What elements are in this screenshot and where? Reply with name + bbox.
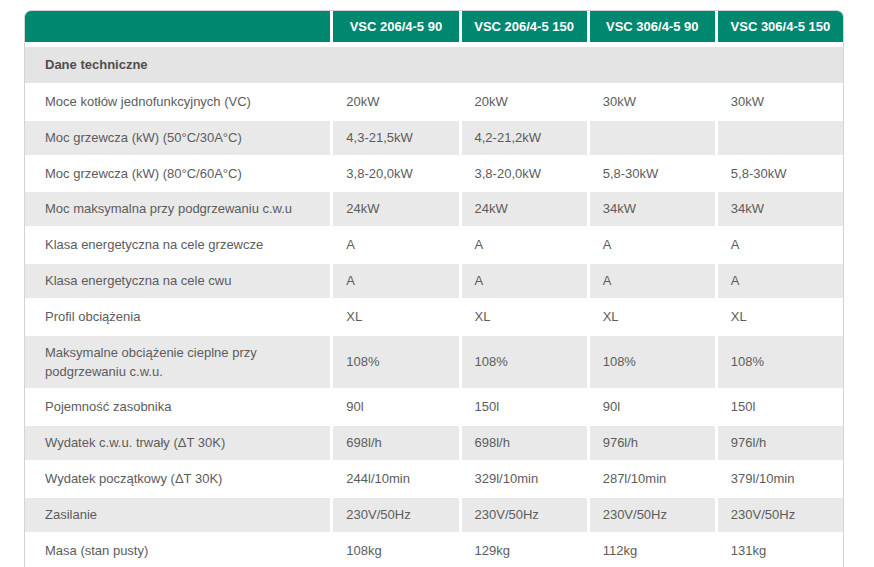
row-value: 34kW	[587, 190, 715, 226]
table-row: Klasa energetyczna na cele grzewczeAAAA	[25, 226, 843, 262]
row-value: XL	[587, 298, 715, 334]
row-label: Klasa energetyczna na cele grzewcze	[25, 226, 330, 262]
row-label: Masa (stan pusty)	[25, 532, 330, 567]
row-value: 244l/10min	[330, 460, 458, 496]
table-body: Dane techniczne Moce kotłów jednofunkcyj…	[25, 45, 843, 567]
table-row: Moce kotłów jednofunkcyjnych (VC)20kW20k…	[25, 83, 843, 119]
row-value: 90l	[587, 388, 715, 424]
row-value: 90l	[330, 388, 458, 424]
row-value: A	[459, 262, 587, 298]
row-value: A	[587, 262, 715, 298]
row-value: A	[587, 226, 715, 262]
table-header: VSC 206/4-5 90 VSC 206/4-5 150 VSC 306/4…	[25, 11, 843, 45]
row-value: A	[715, 226, 843, 262]
row-value: XL	[459, 298, 587, 334]
table-row: Masa (stan pusty)108kg129kg112kg131kg	[25, 532, 843, 567]
row-value	[715, 119, 843, 155]
row-value: XL	[715, 298, 843, 334]
row-value: 329l/10min	[459, 460, 587, 496]
row-value: 20kW	[459, 83, 587, 119]
row-value: 3,8-20,0kW	[459, 155, 587, 191]
table-row: Wydatek c.w.u. trwały (ΔT 30K)698l/h698l…	[25, 424, 843, 460]
row-value: 379l/10min	[715, 460, 843, 496]
row-value: 230V/50Hz	[715, 496, 843, 532]
row-label: Maksymalne obciążenie cieplne przy podgr…	[25, 334, 330, 389]
row-value: A	[459, 226, 587, 262]
row-value: A	[330, 262, 458, 298]
column-header-model-4: VSC 306/4-5 150	[715, 11, 843, 45]
row-value: 287l/10min	[587, 460, 715, 496]
row-value: 230V/50Hz	[587, 496, 715, 532]
row-value: 108%	[330, 334, 458, 389]
row-value: 150l	[459, 388, 587, 424]
table-row: Maksymalne obciążenie cieplne przy podgr…	[25, 334, 843, 389]
row-label: Wydatek początkowy (ΔT 30K)	[25, 460, 330, 496]
section-header-row: Dane techniczne	[25, 45, 843, 83]
row-value: 230V/50Hz	[459, 496, 587, 532]
row-label: Moc grzewcza (kW) (80°C/60A°C)	[25, 155, 330, 191]
table-row: Wydatek początkowy (ΔT 30K)244l/10min329…	[25, 460, 843, 496]
row-label: Klasa energetyczna na cele cwu	[25, 262, 330, 298]
column-header-model-2: VSC 206/4-5 150	[459, 11, 587, 45]
table-row: Profil obciążeniaXLXLXLXL	[25, 298, 843, 334]
table-row: Zasilanie230V/50Hz230V/50Hz230V/50Hz230V…	[25, 496, 843, 532]
row-label: Profil obciążenia	[25, 298, 330, 334]
column-header-model-3: VSC 306/4-5 90	[587, 11, 715, 45]
column-header-model-1: VSC 206/4-5 90	[330, 11, 458, 45]
table-row: Moc maksymalna przy podgrzewaniu c.w.u24…	[25, 190, 843, 226]
table-row: Moc grzewcza (kW) (80°C/60A°C)3,8-20,0kW…	[25, 155, 843, 191]
section-title: Dane techniczne	[25, 45, 843, 83]
row-label: Pojemność zasobnika	[25, 388, 330, 424]
column-header-blank	[25, 11, 330, 45]
row-label: Wydatek c.w.u. trwały (ΔT 30K)	[25, 424, 330, 460]
row-label: Moce kotłów jednofunkcyjnych (VC)	[25, 83, 330, 119]
row-value: 976l/h	[587, 424, 715, 460]
table-row: Pojemność zasobnika90l150l90l150l	[25, 388, 843, 424]
row-value: A	[330, 226, 458, 262]
row-value: 108%	[459, 334, 587, 389]
row-value: 108%	[587, 334, 715, 389]
row-value: 30kW	[587, 83, 715, 119]
row-value: 34kW	[715, 190, 843, 226]
row-value: 698l/h	[459, 424, 587, 460]
row-value: A	[715, 262, 843, 298]
row-value: 976l/h	[715, 424, 843, 460]
row-value: 24kW	[330, 190, 458, 226]
row-value: 4,2-21,2kW	[459, 119, 587, 155]
row-value: 150l	[715, 388, 843, 424]
spec-table-container: VSC 206/4-5 90 VSC 206/4-5 150 VSC 306/4…	[24, 10, 844, 567]
row-value: 30kW	[715, 83, 843, 119]
row-value: 131kg	[715, 532, 843, 567]
row-label: Moc grzewcza (kW) (50°C/30A°C)	[25, 119, 330, 155]
row-value: 4,3-21,5kW	[330, 119, 458, 155]
row-label: Zasilanie	[25, 496, 330, 532]
row-value: 129kg	[459, 532, 587, 567]
table-row: Moc grzewcza (kW) (50°C/30A°C)4,3-21,5kW…	[25, 119, 843, 155]
row-value: 108%	[715, 334, 843, 389]
row-value: 230V/50Hz	[330, 496, 458, 532]
spec-table: VSC 206/4-5 90 VSC 206/4-5 150 VSC 306/4…	[25, 11, 843, 567]
table-row: Klasa energetyczna na cele cwuAAAA	[25, 262, 843, 298]
row-value: 3,8-20,0kW	[330, 155, 458, 191]
row-value: 5,8-30kW	[715, 155, 843, 191]
row-value: 5,8-30kW	[587, 155, 715, 191]
row-value: 24kW	[459, 190, 587, 226]
page: VSC 206/4-5 90 VSC 206/4-5 150 VSC 306/4…	[0, 0, 874, 567]
row-value: 108kg	[330, 532, 458, 567]
row-label: Moc maksymalna przy podgrzewaniu c.w.u	[25, 190, 330, 226]
row-value: 112kg	[587, 532, 715, 567]
row-value: 20kW	[330, 83, 458, 119]
row-value: XL	[330, 298, 458, 334]
row-value	[587, 119, 715, 155]
row-value: 698l/h	[330, 424, 458, 460]
